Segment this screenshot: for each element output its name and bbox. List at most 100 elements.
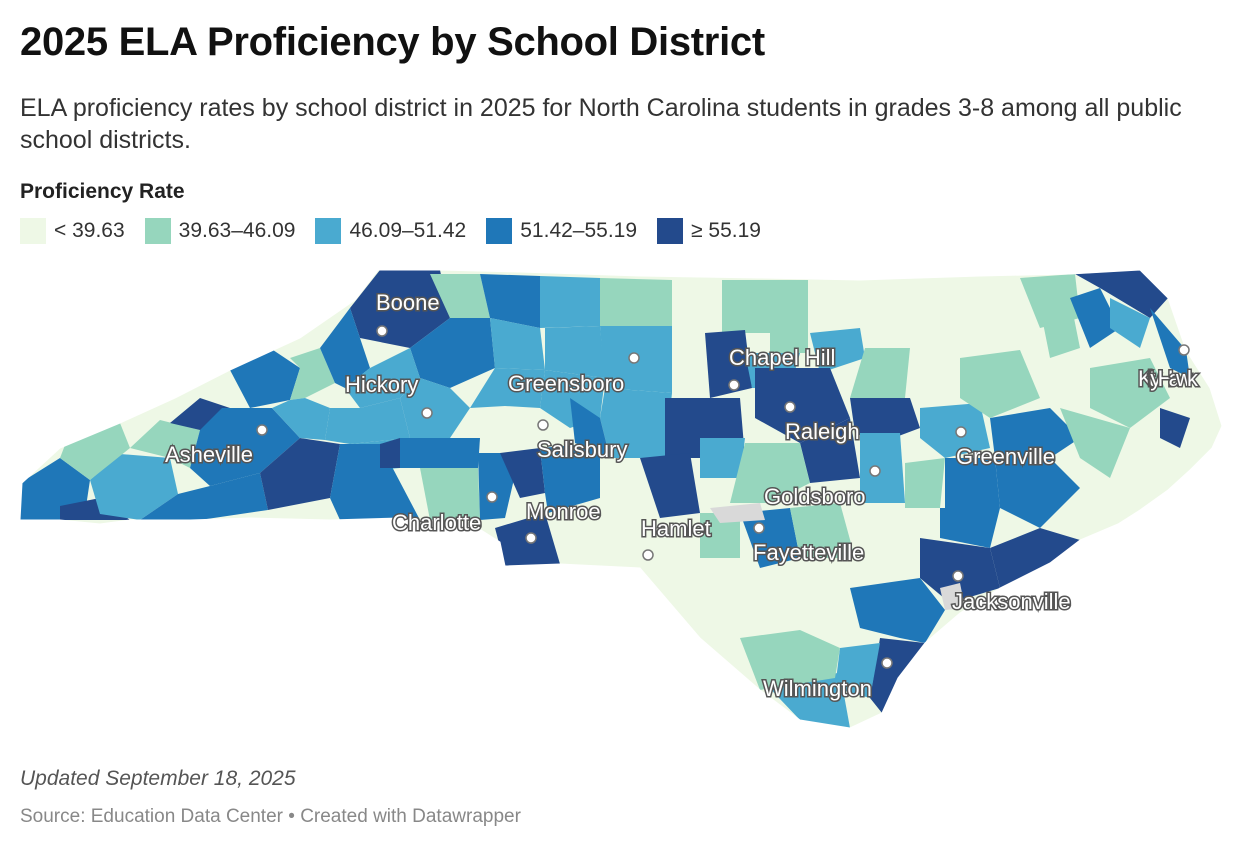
- district-polygon: [850, 348, 910, 398]
- district-fill-group: [20, 270, 1222, 728]
- district-polygon: [940, 508, 1000, 548]
- state-outline: [19, 269, 1223, 729]
- city-label-hickory: Hickory: [345, 372, 418, 397]
- district-polygon: [480, 274, 540, 328]
- district-polygon: [410, 318, 495, 388]
- district-polygon: [570, 398, 610, 458]
- district-polygon: [1040, 298, 1080, 358]
- district-polygon: [290, 348, 335, 400]
- legend-swatch-1: [20, 218, 46, 244]
- city-label-raleigh: Raleigh: [785, 419, 860, 444]
- district-polygon: [130, 420, 200, 468]
- updated-note: Updated September 18, 2025: [20, 767, 296, 790]
- city-label-chapel-hill: Chapel Hill: [729, 345, 835, 370]
- city-marker-wilmington: [881, 657, 893, 669]
- district-polygon: [600, 388, 672, 458]
- district-polygon: [1150, 308, 1190, 378]
- district-polygon: [850, 578, 945, 643]
- district-polygon: [1070, 288, 1120, 348]
- legend: < 39.63 39.63–46.09 46.09–51.42 51.42–55…: [20, 218, 781, 244]
- district-polygon: [1110, 298, 1150, 348]
- district-polygon: [490, 318, 545, 370]
- map-subtitle: ELA proficiency rates by school district…: [20, 94, 1182, 154]
- city-marker-monroe: [525, 532, 537, 544]
- district-polygon: [400, 378, 470, 438]
- legend-swatch-5: [657, 218, 684, 244]
- city-marker-boone: [376, 325, 388, 337]
- district-polygon: [545, 326, 605, 378]
- district-polygon: [920, 403, 990, 458]
- city-marker-jacksonville: [952, 570, 964, 582]
- legend-label-2: 39.63–46.09: [178, 219, 296, 242]
- city-label-wilmington: Wilmington: [763, 676, 872, 701]
- district-polygon: [870, 638, 925, 713]
- legend-swatch-2: [144, 218, 171, 244]
- district-polygon: [790, 503, 855, 558]
- city-label-kitty-hawk-1: Kitty Hawk: [1138, 366, 1199, 391]
- district-polygon: [905, 458, 945, 508]
- city-marker-charlotte: [486, 491, 498, 503]
- legend-swatch-4: [486, 218, 513, 244]
- legend-swatch-3: [315, 218, 342, 244]
- district-polygon: [350, 270, 450, 348]
- city-label-asheville: Asheville: [165, 442, 253, 467]
- district-polygon: [640, 453, 700, 518]
- city-marker-raleigh: [784, 401, 796, 413]
- district-polygon: [760, 673, 850, 728]
- legend-item-2: 39.63–46.09: [144, 218, 296, 244]
- district-polygon: [90, 454, 178, 520]
- district-polygon: [800, 418, 860, 483]
- district-polygon: [1090, 358, 1170, 428]
- legend-item-1: < 39.63: [20, 218, 125, 244]
- district-polygon: [860, 433, 905, 503]
- district-polygon: [1075, 270, 1168, 318]
- district-polygon: [722, 280, 770, 333]
- city-label-boone: Boone: [376, 290, 440, 315]
- district-polygon: [740, 630, 840, 690]
- district-polygon: [700, 513, 740, 558]
- district-polygon: [740, 508, 800, 568]
- district-polygon: [1160, 408, 1190, 448]
- city-label-jacksonville: Jacksonville: [952, 589, 1071, 614]
- district-polygon: [272, 398, 330, 440]
- legend-label-4: 51.42–55.19: [520, 219, 638, 242]
- district-polygon: [1060, 408, 1130, 478]
- district-polygon: [330, 444, 420, 520]
- district-polygon: [705, 330, 752, 398]
- nc-district-map: Boone Chapel Hill Hickory Greensboro Kit…: [19, 269, 1223, 729]
- district-polygon: [470, 368, 545, 408]
- district-polygon: [770, 280, 808, 353]
- district-polygon: [710, 503, 765, 523]
- district-polygon: [990, 528, 1080, 588]
- district-polygon: [960, 350, 1040, 418]
- city-marker-greenville: [955, 426, 967, 438]
- district-polygon: [230, 348, 300, 408]
- legend-label-5: ≥ 55.19: [691, 219, 761, 242]
- district-polygon: [995, 458, 1080, 528]
- city-marker-greensboro: [628, 352, 640, 364]
- district-polygon: [420, 468, 480, 520]
- city-marker-hamlet: [642, 549, 654, 561]
- map-title: 2025 ELA Proficiency by School District: [20, 20, 765, 64]
- city-marker-kitty-hawk: [1178, 344, 1190, 356]
- city-marker-salisbury: [537, 419, 549, 431]
- city-marker-asheville: [256, 424, 268, 436]
- district-polygon: [325, 398, 410, 444]
- city-label-goldsboro: Goldsboro: [764, 484, 866, 509]
- district-polygon: [700, 438, 745, 478]
- city-label-greenville: Greenville: [956, 444, 1055, 469]
- district-polygon: [320, 308, 370, 388]
- city-label-charlotte: Charlotte: [392, 510, 481, 535]
- district-polygon: [810, 328, 865, 373]
- legend-title: Proficiency Rate: [20, 180, 185, 203]
- district-polygon: [730, 443, 810, 503]
- district-polygon: [190, 408, 300, 486]
- city-marker-hickory: [421, 407, 433, 419]
- district-polygon: [400, 438, 480, 468]
- district-polygon: [345, 348, 420, 408]
- city-label-salisbury: Salisbury: [537, 437, 627, 462]
- legend-item-4: 51.42–55.19: [486, 218, 637, 244]
- legend-item-3: 46.09–51.42: [315, 218, 466, 244]
- district-polygon: [940, 583, 965, 610]
- city-label-greensboro: Greensboro: [508, 371, 624, 396]
